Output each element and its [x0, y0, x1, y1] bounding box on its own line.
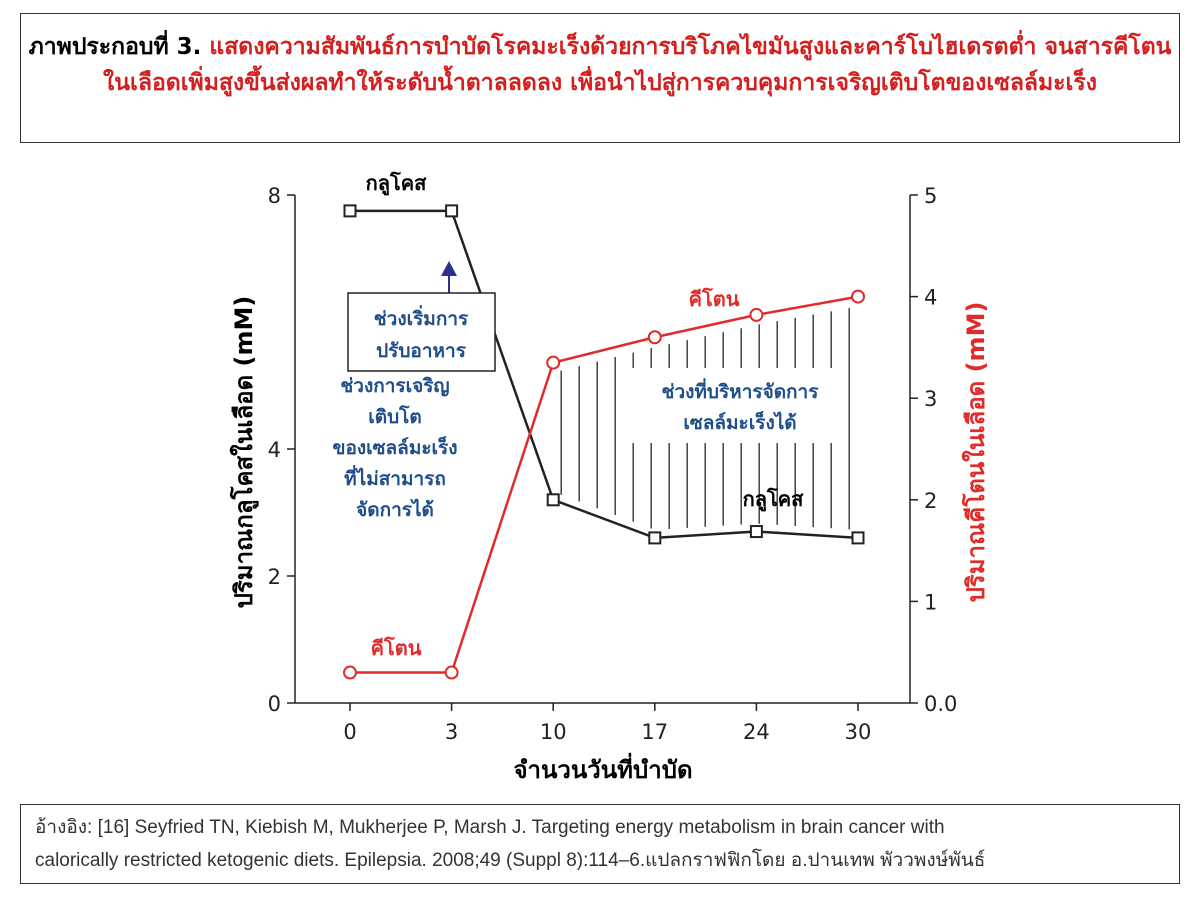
- figure-caption-text: แสดงความสัมพันธ์การบำบัดโรคมะเร็งด้วยการ…: [103, 34, 1172, 96]
- hatch-region: [560, 308, 850, 530]
- reference-box: อ้างอิง: [16] Seyfried TN, Kiebish M, Mu…: [20, 804, 1180, 884]
- uncontrolled-growth-text: ช่วงการเจริญ: [340, 375, 449, 397]
- diet-start-text: ปรับอาหาร: [376, 340, 467, 362]
- right-y-tick-label: 0.0: [924, 692, 957, 716]
- x-axis-title: จำนวนวันที่บำบัด: [513, 752, 692, 784]
- ketone-label-right: คีโตน: [689, 287, 740, 311]
- right-y-axis-title: ปริมาณคีโตนในเลือด (mM): [961, 302, 990, 603]
- text-layer: จำนวนวันที่บำบัด ปริมาณกลูโคสในเลือด (mM)…: [229, 171, 990, 784]
- glucose-label-bottom: กลูโคส: [743, 487, 804, 513]
- left-y-tick-label: 4: [268, 438, 281, 462]
- right-y-tick-label: 2: [924, 489, 937, 513]
- uncontrolled-growth-text: ที่ไม่สามารถ: [344, 465, 446, 490]
- x-tick-label: 0: [343, 720, 356, 744]
- right-y-tick-label: 3: [924, 387, 937, 411]
- glucose-point: [343, 204, 357, 218]
- uncontrolled-growth-text: ของเซลล์มะเร็ง: [332, 435, 457, 459]
- glucose-line: [350, 209, 859, 540]
- right-y-tick-label: 4: [924, 286, 937, 310]
- reference-line-1: อ้างอิง: [16] Seyfried TN, Kiebish M, Mu…: [35, 817, 945, 838]
- diet-start-text: ช่วงเริ่มการ: [374, 305, 469, 330]
- ketone-point: [851, 289, 865, 304]
- figure-label: ภาพประกอบที่ 3.: [28, 34, 202, 60]
- ketone-point: [343, 665, 357, 680]
- diet-start-box: [347, 292, 496, 372]
- x-tick-label: 10: [540, 720, 567, 744]
- x-tick-label: 17: [641, 720, 668, 744]
- diet-start-arrow-head: [441, 261, 457, 276]
- ketone-label-left: คีโตน: [371, 636, 422, 660]
- figure-caption: ภาพประกอบที่ 3. แสดงความสัมพันธ์การบำบัด…: [20, 13, 1180, 143]
- uncontrolled-growth-text: เติบโต: [368, 405, 421, 428]
- glucose-point: [851, 531, 865, 545]
- ketone-point: [647, 330, 662, 345]
- manageable-zone-text: ช่วงที่บริหารจัดการ: [662, 378, 820, 403]
- uncontrolled-growth-text: จัดการได้: [356, 498, 434, 521]
- left-y-tick-label: 2: [268, 565, 281, 589]
- ketone-point: [546, 355, 561, 370]
- left-y-tick-label: 0: [268, 692, 281, 716]
- x-tick-label: 24: [743, 720, 770, 744]
- x-tick-label: 3: [445, 720, 458, 744]
- left-y-tick-label: 8: [268, 184, 281, 208]
- left-y-axis-title: ปริมาณกลูโคสในเลือด (mM): [229, 296, 259, 609]
- glucose-point: [546, 493, 560, 507]
- ketone-point: [444, 665, 459, 680]
- series-layer: [343, 204, 865, 680]
- ketone-point: [749, 307, 764, 322]
- reference-line-2: calorically restricted ketogenic diets. …: [35, 850, 986, 871]
- glucose-point: [445, 204, 459, 218]
- zone-label-background: [630, 368, 845, 443]
- right-y-tick-label: 5: [924, 184, 937, 208]
- glucose-label-top: กลูโคส: [366, 171, 427, 197]
- x-tick-label: 30: [845, 720, 872, 744]
- right-y-tick-label: 1: [924, 590, 937, 614]
- glucose-point: [749, 525, 763, 539]
- glucose-point: [648, 531, 662, 545]
- ketone-line: [350, 295, 859, 674]
- manageable-zone-text: เซลล์มะเร็งได้: [683, 410, 796, 434]
